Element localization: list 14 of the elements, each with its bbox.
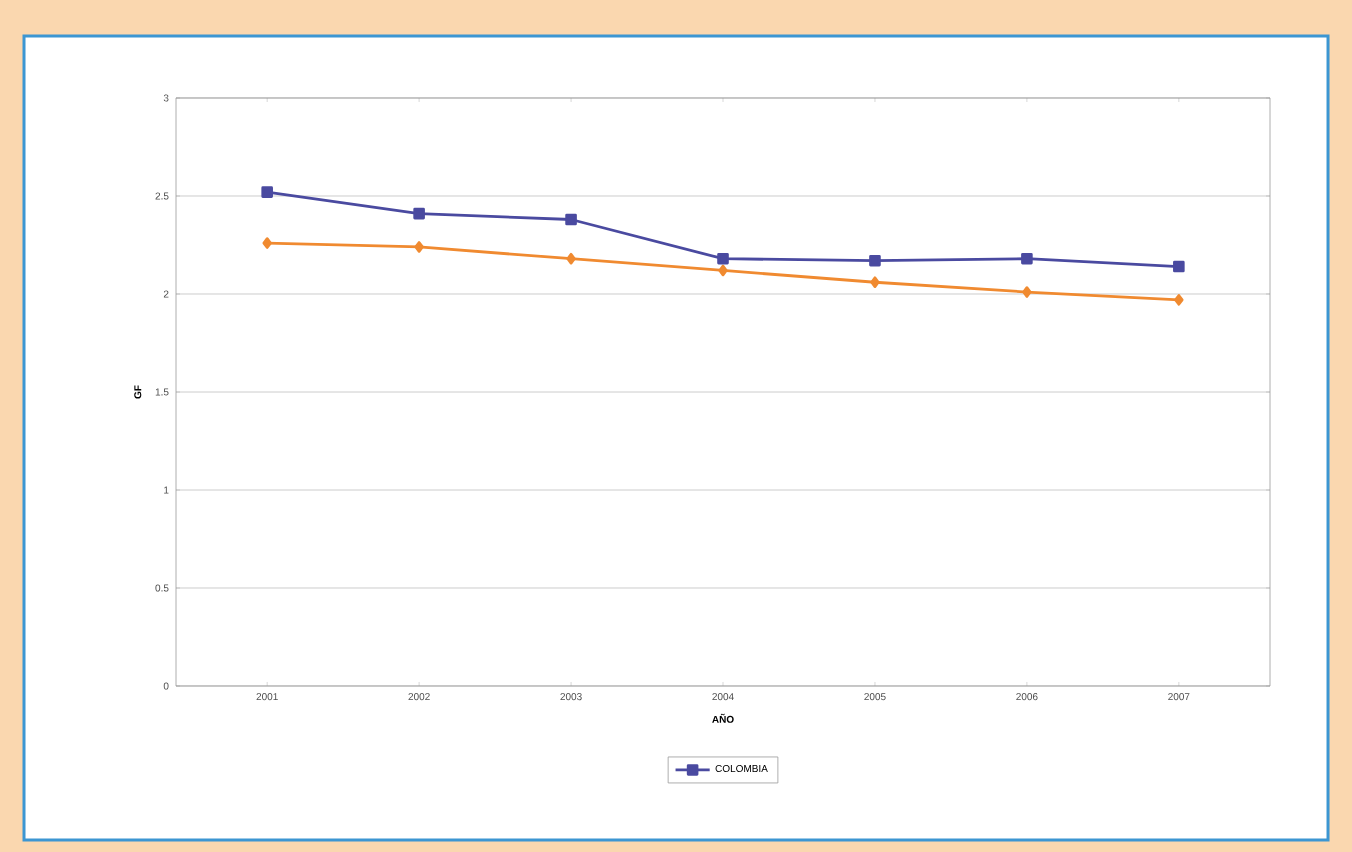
point — [565, 213, 577, 226]
point — [1174, 294, 1184, 306]
point — [718, 264, 728, 277]
point — [869, 254, 881, 267]
point — [1173, 260, 1185, 273]
point — [566, 252, 576, 265]
point — [262, 237, 272, 249]
point — [261, 186, 273, 198]
point — [870, 276, 880, 289]
point — [413, 207, 425, 220]
point — [1022, 286, 1032, 298]
point — [717, 252, 729, 265]
point — [414, 241, 424, 253]
point — [1021, 252, 1033, 265]
